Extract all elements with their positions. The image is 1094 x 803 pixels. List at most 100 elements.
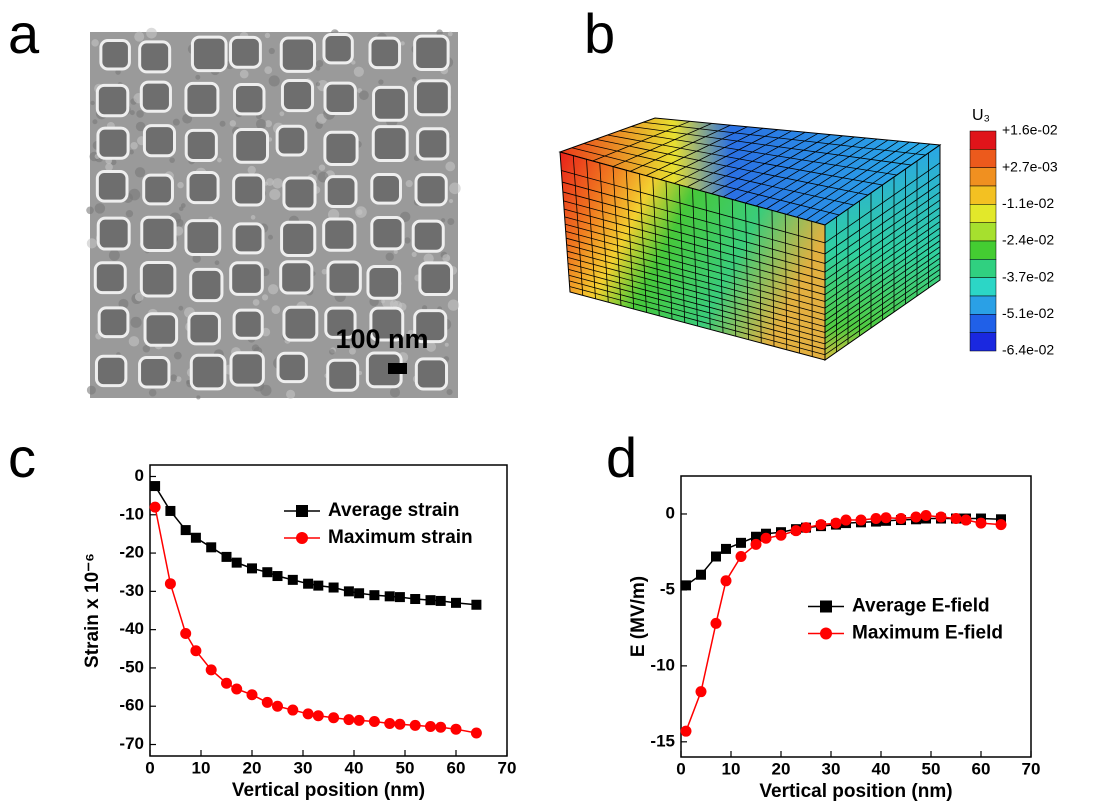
nanostructure	[233, 127, 270, 164]
marker	[303, 578, 314, 589]
grain	[134, 31, 145, 42]
colorbar-band	[969, 204, 997, 223]
marker	[435, 721, 447, 733]
marker	[180, 627, 192, 639]
legend-label: Maximum strain	[328, 527, 473, 548]
x-tick-label: 40	[345, 758, 364, 777]
mesh-line	[824, 207, 941, 288]
grain	[192, 254, 201, 263]
mesh-line	[824, 199, 941, 281]
marker	[775, 529, 787, 541]
grain	[86, 238, 97, 249]
colorbar-band	[969, 222, 997, 242]
mesh-line	[824, 227, 941, 309]
y-tick-label: -30	[119, 581, 144, 600]
marker	[696, 569, 706, 580]
grain	[219, 120, 226, 127]
nanostructure	[326, 358, 360, 392]
x-tick-label: 50	[922, 759, 941, 778]
marker	[190, 532, 201, 543]
mesh-line	[565, 223, 826, 296]
marker	[261, 696, 273, 708]
mesh-line	[798, 217, 800, 354]
legend-marker	[296, 532, 308, 544]
grain	[423, 253, 434, 264]
colorbar-band	[969, 314, 997, 333]
mesh-line	[805, 142, 920, 221]
marker	[800, 522, 812, 534]
colorbar-label: -5.1e-02	[1002, 305, 1054, 321]
marker	[231, 557, 242, 568]
mesh-line	[563, 200, 826, 273]
nanostructure	[187, 311, 221, 346]
nanostructure	[139, 260, 177, 298]
marker	[760, 532, 772, 544]
mesh-line	[815, 143, 931, 223]
marker	[384, 717, 396, 729]
mesh-line	[745, 136, 855, 204]
grain	[271, 305, 281, 314]
mesh-line	[566, 244, 826, 315]
y-tick-label: -5	[660, 579, 675, 598]
grain	[105, 163, 113, 171]
marker	[246, 689, 258, 701]
nanostructure	[414, 173, 448, 207]
grain	[129, 149, 134, 155]
marker	[150, 481, 161, 492]
nanostructure	[366, 265, 402, 300]
grain	[349, 347, 356, 355]
grain	[264, 66, 273, 74]
grain	[446, 388, 453, 396]
panel-label: b	[584, 2, 615, 65]
nanostructure	[142, 124, 176, 158]
colorbar-band	[969, 130, 997, 150]
marker	[451, 597, 461, 608]
grain	[359, 90, 369, 101]
grain	[447, 31, 453, 37]
nanostructure	[143, 312, 179, 347]
nanostructure	[186, 171, 220, 205]
marker	[855, 514, 867, 526]
mesh-line	[824, 268, 941, 350]
nanostructure	[323, 130, 359, 166]
grain	[94, 203, 106, 214]
marker	[720, 575, 732, 587]
mesh-line	[660, 127, 764, 181]
mesh-line	[755, 137, 867, 207]
nanostructure	[138, 40, 172, 74]
mesh-line	[796, 141, 910, 218]
marker	[206, 542, 217, 553]
x-tick-label: 20	[243, 758, 262, 777]
grain	[146, 27, 157, 39]
marker	[369, 590, 380, 601]
mesh-line	[824, 162, 941, 244]
x-tick-label: 30	[294, 758, 313, 777]
y-tick-label: -10	[650, 655, 675, 674]
nanostructure	[411, 219, 445, 253]
mesh-line	[718, 195, 724, 333]
x-tick-label: 10	[192, 758, 211, 777]
nanostructure	[95, 169, 129, 203]
chart-d: 0 10 20 30 40 50 60 70 0 -5 -10 -15 Vertical positio…	[628, 475, 1040, 802]
grain	[329, 349, 335, 355]
colorbar-band	[969, 167, 997, 187]
nanostructure	[233, 82, 266, 116]
panel-label: a	[8, 2, 40, 65]
nanostructure	[97, 306, 130, 339]
grain	[247, 165, 256, 175]
mesh-line	[824, 191, 941, 273]
colorbar-label: +1.6e-02	[1002, 122, 1058, 138]
grain	[130, 141, 138, 150]
grain	[229, 120, 237, 127]
marker	[711, 551, 721, 562]
marker	[840, 514, 852, 526]
mesh-line	[722, 134, 831, 198]
mesh-line	[686, 130, 792, 188]
grain	[125, 210, 134, 218]
mesh-line	[758, 206, 762, 344]
marker	[231, 683, 243, 695]
marker	[190, 645, 202, 657]
nanostructure	[324, 175, 358, 208]
grain	[442, 254, 451, 262]
grain	[355, 206, 367, 218]
